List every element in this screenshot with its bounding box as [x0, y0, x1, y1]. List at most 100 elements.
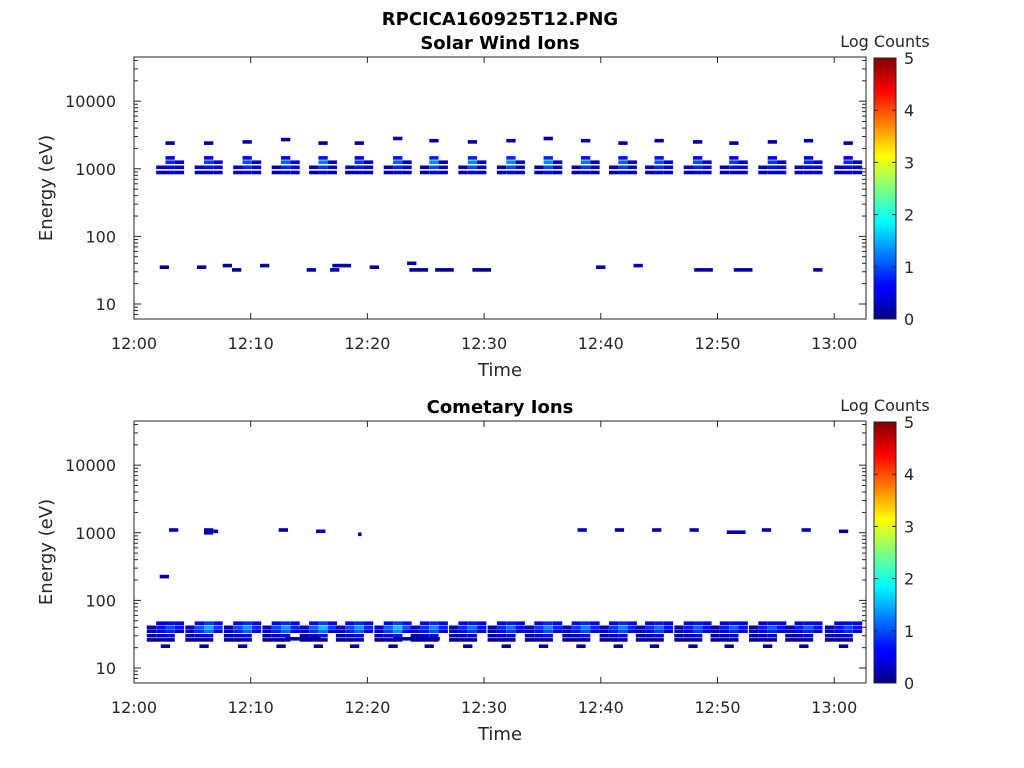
heatmap-cell: [627, 170, 637, 175]
heatmap-cell: [496, 165, 507, 170]
heatmap-cell: [429, 165, 439, 170]
heatmap-cell: [506, 165, 516, 170]
heatmap-cell: [726, 530, 746, 534]
heatmap-cell: [467, 633, 478, 638]
heatmap-cell: [843, 156, 853, 160]
heatmap-cell: [477, 629, 487, 633]
heatmap-cell: [477, 621, 487, 625]
y-tick-label: 1000: [75, 160, 116, 179]
heatmap-cell: [194, 165, 204, 170]
colorbar-tick-label: 2: [904, 206, 914, 225]
heatmap-cell: [794, 621, 804, 625]
heatmap-cell: [419, 625, 430, 630]
heatmap-cell: [758, 633, 768, 638]
heatmap-cell: [318, 625, 328, 630]
heatmap-cell: [515, 160, 525, 164]
heatmap-cell: [663, 625, 674, 630]
heatmap-cell: [393, 633, 403, 638]
colorbar-tick-label: 1: [904, 258, 914, 277]
heatmap-cell: [374, 629, 384, 633]
heatmap-cell: [738, 160, 748, 164]
heatmap-cell: [599, 633, 609, 638]
heatmap-cell: [156, 165, 166, 170]
heatmap-cell: [813, 160, 823, 164]
heatmap-cell: [496, 633, 507, 638]
heatmap-cell: [487, 633, 497, 638]
heatmap-cell: [374, 633, 384, 638]
heatmap-cell: [467, 621, 478, 625]
heatmap-cell: [813, 165, 823, 170]
heatmap-cell: [785, 629, 795, 633]
heatmap-cell: [627, 625, 637, 630]
heatmap-cell: [838, 644, 849, 648]
heatmap-cell: [785, 633, 795, 638]
heatmap-cell: [719, 629, 730, 633]
colorbar-tick-label: 3: [904, 517, 914, 536]
heatmap-cell: [767, 629, 777, 633]
heatmap-cell: [410, 625, 420, 630]
heatmap-cell: [693, 621, 703, 625]
heatmap-cell: [174, 625, 185, 630]
heatmap-cell: [543, 156, 553, 160]
heatmap-cell: [693, 625, 703, 630]
heatmap-cell: [318, 170, 328, 175]
heatmap-cell: [777, 625, 787, 630]
heatmap-cell: [213, 529, 219, 534]
heatmap-cell: [562, 625, 572, 630]
heatmap-cell: [299, 625, 309, 630]
heatmap-cells-solar-wind: [156, 136, 863, 272]
heatmap-cell: [449, 629, 459, 633]
heatmap-cell: [794, 629, 804, 633]
heatmap-cell: [777, 629, 787, 633]
heatmap-cell: [553, 621, 563, 625]
heatmap-cell: [724, 644, 734, 648]
heatmap-cell: [654, 170, 664, 175]
heatmap-cell: [429, 625, 439, 630]
heatmap-cell: [506, 170, 516, 175]
heatmap-cell: [843, 170, 853, 175]
plot-area-solar-wind: [133, 56, 867, 320]
heatmap-cell: [449, 638, 478, 642]
heatmap-cell: [693, 160, 703, 164]
y-axis-label-solar-wind: Energy (eV): [36, 135, 57, 241]
heatmap-cell: [393, 621, 403, 625]
heatmap-cell: [156, 625, 166, 630]
heatmap-cell: [309, 625, 319, 630]
heatmap-cell: [233, 165, 243, 170]
heatmap-cell: [472, 268, 492, 272]
heatmap-cell: [467, 156, 478, 160]
heatmap-cell: [693, 170, 703, 175]
heatmap-cell: [649, 644, 660, 648]
heatmap-cell: [824, 629, 835, 633]
heatmap-cell: [242, 165, 252, 170]
heatmap-cell: [674, 633, 684, 638]
heatmap-cell: [581, 625, 591, 630]
heatmap-cell: [761, 528, 772, 532]
heatmap-cell: [374, 625, 384, 630]
heatmap-cell: [309, 165, 319, 170]
heatmap-cell: [543, 625, 553, 630]
heatmap-cell: [693, 165, 703, 170]
heatmap-cell: [738, 629, 748, 633]
heatmap-cell: [477, 170, 487, 175]
heatmap-cell: [843, 625, 853, 630]
heatmap-cell: [834, 170, 844, 175]
heatmap-cell: [758, 170, 768, 175]
heatmap-cell: [383, 629, 393, 633]
x-tick-label: 12:20: [344, 698, 390, 717]
heatmap-cell: [290, 165, 300, 170]
heatmap-cell: [702, 170, 712, 175]
heatmap-cell: [777, 621, 787, 625]
heatmap-cell: [242, 156, 252, 160]
heatmap-cell: [571, 625, 581, 630]
x-tick-label: 12:10: [228, 698, 274, 717]
heatmap-cell: [803, 138, 814, 143]
heatmap-cell: [435, 268, 454, 272]
heatmap-cell: [299, 633, 309, 638]
heatmap-cell: [281, 165, 291, 170]
heatmap-cell: [581, 629, 591, 633]
y-ticks-solar-wind: 10 100 1000 10000: [65, 59, 866, 320]
heatmap-cell: [852, 625, 863, 630]
heatmap-cell: [318, 156, 328, 160]
heatmap-cell: [429, 629, 439, 633]
